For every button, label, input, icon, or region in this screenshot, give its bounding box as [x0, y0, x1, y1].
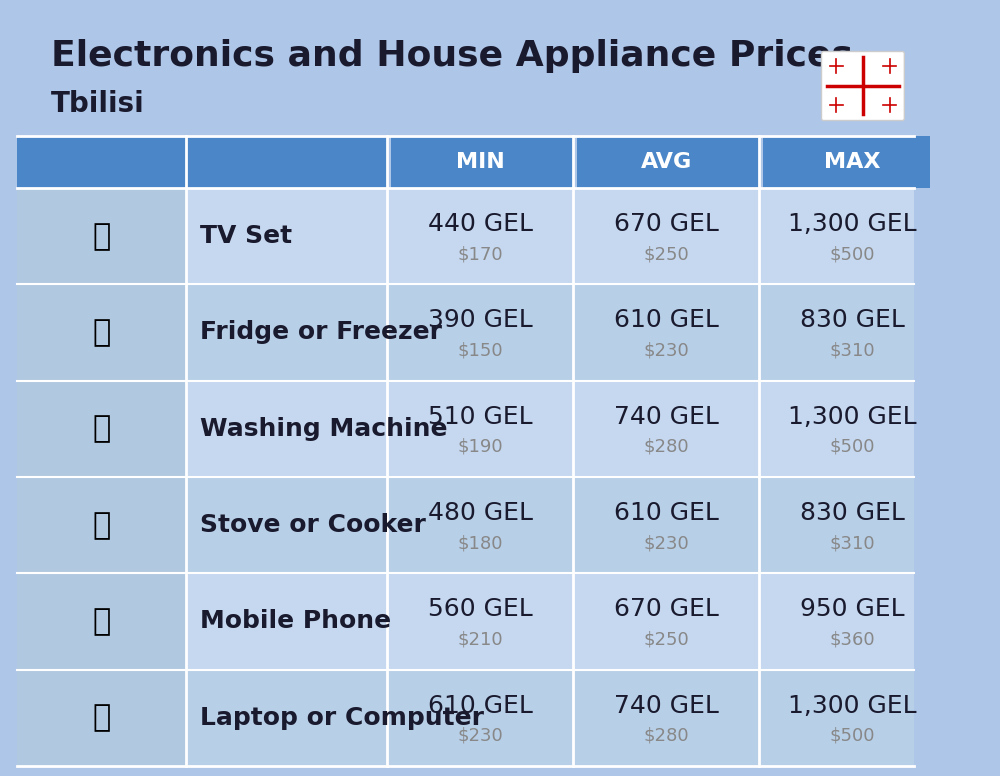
FancyBboxPatch shape — [17, 670, 914, 766]
Text: $310: $310 — [829, 534, 875, 553]
Text: 390 GEL: 390 GEL — [428, 309, 532, 332]
Text: 670 GEL: 670 GEL — [614, 212, 719, 236]
Text: 610 GEL: 610 GEL — [614, 309, 719, 332]
Text: 🧊: 🧊 — [92, 318, 111, 347]
Text: 510 GEL: 510 GEL — [428, 405, 532, 429]
Text: $280: $280 — [643, 727, 689, 745]
FancyBboxPatch shape — [17, 381, 186, 477]
Text: 440 GEL: 440 GEL — [428, 212, 533, 236]
FancyBboxPatch shape — [577, 136, 759, 188]
Text: 830 GEL: 830 GEL — [800, 501, 905, 525]
Text: 💻: 💻 — [92, 703, 111, 733]
FancyBboxPatch shape — [17, 284, 186, 381]
Text: MIN: MIN — [456, 152, 504, 172]
FancyBboxPatch shape — [17, 284, 914, 381]
FancyBboxPatch shape — [763, 136, 945, 188]
Text: Electronics and House Appliance Prices: Electronics and House Appliance Prices — [51, 39, 853, 73]
FancyBboxPatch shape — [17, 573, 914, 670]
Text: $500: $500 — [829, 245, 875, 263]
Text: 1,300 GEL: 1,300 GEL — [788, 212, 917, 236]
Text: 📺: 📺 — [92, 222, 111, 251]
Text: Washing Machine: Washing Machine — [200, 417, 448, 441]
FancyBboxPatch shape — [822, 51, 904, 120]
Text: 610 GEL: 610 GEL — [614, 501, 719, 525]
Text: 740 GEL: 740 GEL — [614, 405, 719, 429]
Text: $230: $230 — [643, 534, 689, 553]
Text: $250: $250 — [643, 245, 689, 263]
Text: $230: $230 — [643, 341, 689, 359]
Text: $360: $360 — [829, 630, 875, 649]
Text: $310: $310 — [829, 341, 875, 359]
FancyBboxPatch shape — [17, 381, 914, 477]
Text: 🫧: 🫧 — [92, 414, 111, 443]
FancyBboxPatch shape — [17, 136, 186, 188]
FancyBboxPatch shape — [17, 670, 186, 766]
Text: 1,300 GEL: 1,300 GEL — [788, 405, 917, 429]
Text: 480 GEL: 480 GEL — [428, 501, 533, 525]
Text: Tbilisi: Tbilisi — [51, 90, 145, 118]
Text: $250: $250 — [643, 630, 689, 649]
Text: $210: $210 — [457, 630, 503, 649]
Text: 950 GEL: 950 GEL — [800, 598, 905, 622]
Text: $500: $500 — [829, 727, 875, 745]
FancyBboxPatch shape — [17, 477, 914, 573]
Text: 🔥: 🔥 — [92, 511, 111, 539]
Text: MAX: MAX — [824, 152, 880, 172]
Text: $170: $170 — [457, 245, 503, 263]
Text: $150: $150 — [457, 341, 503, 359]
Text: Laptop or Computer: Laptop or Computer — [200, 706, 484, 730]
Text: $280: $280 — [643, 438, 689, 456]
FancyBboxPatch shape — [17, 188, 914, 284]
Text: 740 GEL: 740 GEL — [614, 694, 719, 718]
Text: 610 GEL: 610 GEL — [428, 694, 533, 718]
Text: $500: $500 — [829, 438, 875, 456]
Text: 1,300 GEL: 1,300 GEL — [788, 694, 917, 718]
FancyBboxPatch shape — [391, 136, 573, 188]
Text: 670 GEL: 670 GEL — [614, 598, 719, 622]
Text: AVG: AVG — [641, 152, 692, 172]
Text: 560 GEL: 560 GEL — [428, 598, 532, 622]
Text: Mobile Phone: Mobile Phone — [200, 609, 391, 633]
Text: $190: $190 — [457, 438, 503, 456]
Text: $230: $230 — [457, 727, 503, 745]
Text: Fridge or Freezer: Fridge or Freezer — [200, 320, 442, 345]
Text: Stove or Cooker: Stove or Cooker — [200, 513, 426, 537]
Text: 📱: 📱 — [92, 607, 111, 636]
FancyBboxPatch shape — [186, 136, 387, 188]
Text: $180: $180 — [457, 534, 503, 553]
Text: 830 GEL: 830 GEL — [800, 309, 905, 332]
Text: TV Set: TV Set — [200, 224, 292, 248]
FancyBboxPatch shape — [17, 477, 186, 573]
FancyBboxPatch shape — [17, 188, 186, 284]
FancyBboxPatch shape — [17, 573, 186, 670]
